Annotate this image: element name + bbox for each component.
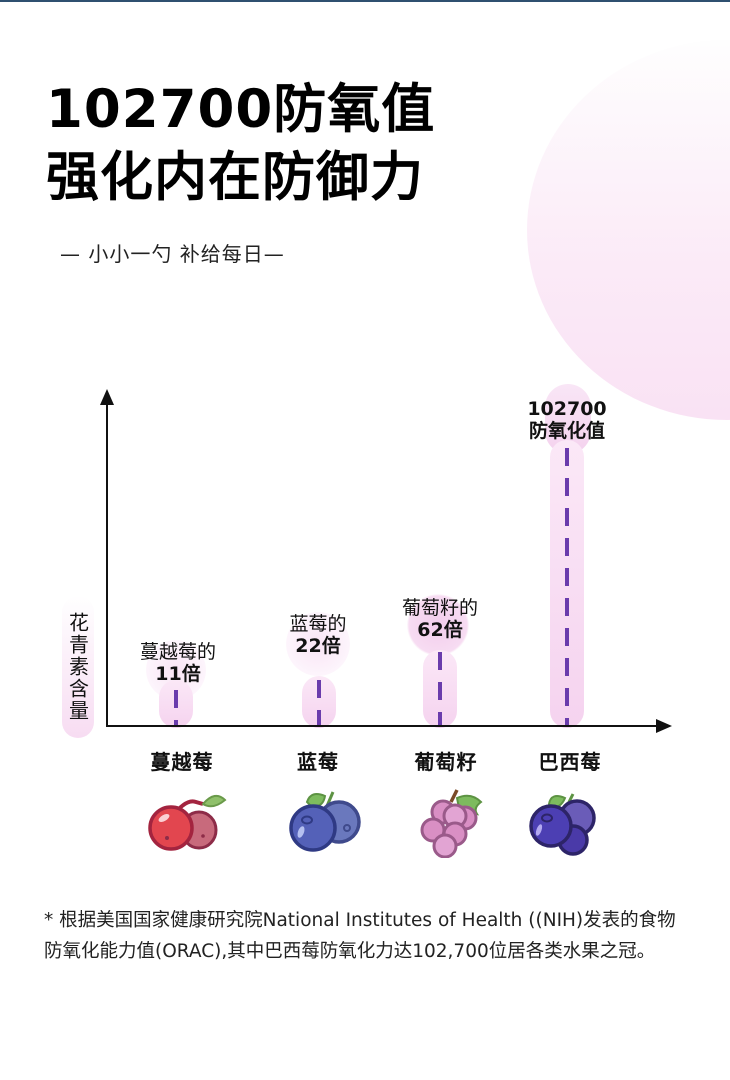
acai-berry-icon: [529, 793, 596, 856]
top-border-line: [0, 0, 730, 2]
bar-acai: [565, 448, 569, 726]
bar-label-blueberry: 蓝莓的 22倍: [289, 613, 347, 657]
bar-label-cranberry: 蔓越莓的 11倍: [139, 641, 217, 685]
bar-grapeseed: [438, 652, 442, 726]
bar-bubble-blueberry: [286, 612, 350, 676]
y-axis-label: 花青素含量: [62, 596, 94, 738]
grape-icon: [420, 789, 483, 858]
footnote-text: * 根据美国国家健康研究院National Institutes of Heal…: [44, 910, 676, 962]
category-label-blueberry: 蓝莓: [297, 750, 339, 774]
bar-bubble-grapeseed: [406, 594, 470, 656]
x-axis-arrow-icon: [656, 719, 672, 733]
bar-blueberry: [317, 680, 321, 726]
page-title: 102700防氧值 强化内在防御力: [46, 79, 436, 208]
category-label-grapeseed: 葡萄籽: [414, 750, 478, 774]
blueberry-icon: [289, 791, 361, 852]
bar-label-acai: 102700 防氧化值: [527, 398, 607, 442]
category-label-cranberry: 蔓越莓: [150, 750, 214, 774]
category-label-acai: 巴西莓: [538, 750, 602, 774]
y-axis-arrow-icon: [100, 389, 114, 405]
x-axis: [106, 725, 658, 727]
bar-cranberry: [174, 690, 178, 726]
page-subtitle: — 小小一勺 补给每日—: [60, 242, 285, 266]
cranberry-icon: [148, 794, 227, 851]
bar-label-grapeseed: 葡萄籽的 62倍: [401, 597, 479, 641]
bar-chart: 花青素含量 蔓越莓的 11倍 蓝莓的 22倍 葡萄籽的 62倍 102700 防…: [62, 384, 672, 774]
y-axis: [106, 402, 108, 727]
